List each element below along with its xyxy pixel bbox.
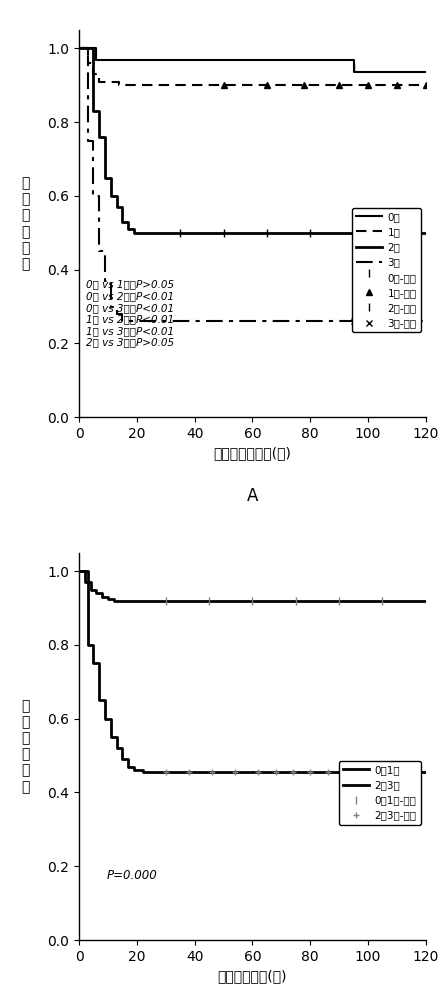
Text: P=0.000: P=0.000 bbox=[106, 869, 157, 882]
Y-axis label: 累
积
生
存
函
数: 累 积 生 存 函 数 bbox=[21, 176, 29, 271]
X-axis label: 无复发生存时间(月): 无复发生存时间(月) bbox=[213, 447, 291, 461]
Legend: 0和1分, 2和3分, 0和1分-删失, 2和3分-删失: 0和1分, 2和3分, 0和1分-删失, 2和3分-删失 bbox=[338, 761, 420, 825]
Text: A: A bbox=[246, 487, 258, 505]
Y-axis label: 累
积
生
存
函
数: 累 积 生 存 函 数 bbox=[21, 699, 29, 794]
Legend: 0分, 1分, 2分, 3分, 0分-删失, 1分-删失, 2分-删失, 3分-删失: 0分, 1分, 2分, 3分, 0分-删失, 1分-删失, 2分-删失, 3分-… bbox=[351, 208, 420, 332]
Text: 0分 vs 1分：P>0.05
0分 vs 2分：P<0.01
0分 vs 3分：P<0.01
1分 vs 2分：P<0.01
1分 vs 3分：P<0.01
: 0分 vs 1分：P>0.05 0分 vs 2分：P<0.01 0分 vs 3分… bbox=[86, 280, 174, 348]
X-axis label: 无复发生存期(月): 无复发生存期(月) bbox=[217, 969, 286, 983]
